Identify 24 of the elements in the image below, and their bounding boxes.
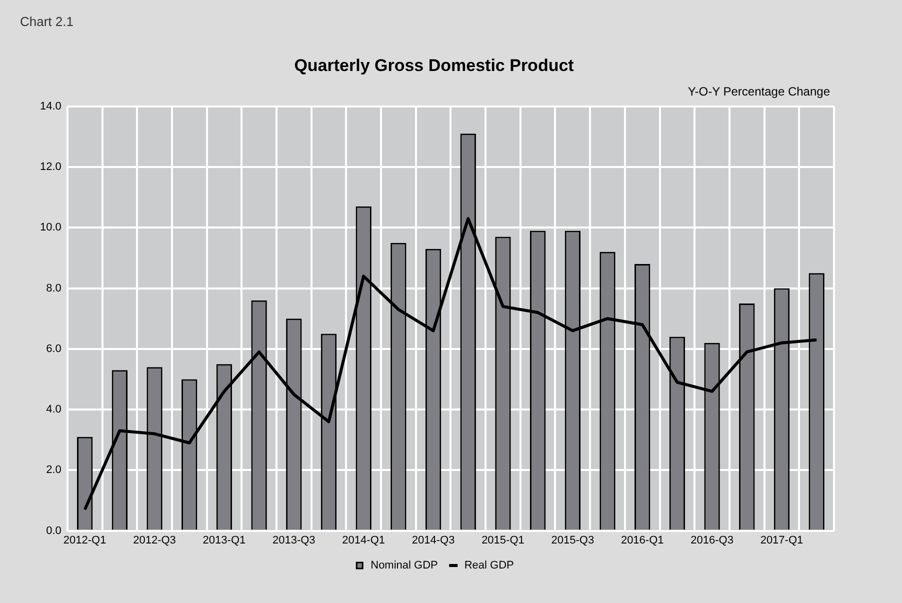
y-tick-label: 14.0	[40, 100, 62, 112]
x-tick-label: 2015-Q3	[551, 534, 594, 546]
x-tick-label: 2014-Q1	[342, 534, 385, 546]
x-tick-label: 2016-Q3	[690, 534, 734, 546]
chart-title: Quarterly Gross Domestic Product	[294, 56, 574, 75]
x-tick-label: 2012-Q3	[133, 534, 176, 546]
y-tick-label: 2.0	[46, 464, 62, 476]
x-tick-label: 2016-Q1	[620, 534, 664, 546]
y-tick-label: 0.0	[46, 524, 62, 537]
y-tick-label: 6.0	[46, 342, 62, 355]
y-tick-label: 4.0	[46, 404, 62, 416]
y-axis-title: Y-O-Y Percentage Change	[688, 84, 830, 99]
x-tick-label: 2015-Q1	[482, 534, 524, 546]
y-tick-label: 8.0	[46, 282, 62, 294]
x-tick-label: 2013-Q1	[202, 534, 246, 546]
x-tick-label: 2014-Q3	[412, 534, 455, 546]
y-tick-label: 12.0	[40, 161, 62, 174]
x-tick-label: 2017-Q1	[760, 534, 804, 546]
legend-label: Nominal GDP	[370, 560, 438, 572]
x-tick-label: 2012-Q1	[63, 534, 106, 546]
y-tick-label: 10.0	[40, 222, 62, 234]
x-tick-label: 2013-Q3	[272, 534, 316, 546]
legend-label: Real GDP	[464, 560, 514, 572]
caption: Chart 2.1	[20, 14, 74, 29]
